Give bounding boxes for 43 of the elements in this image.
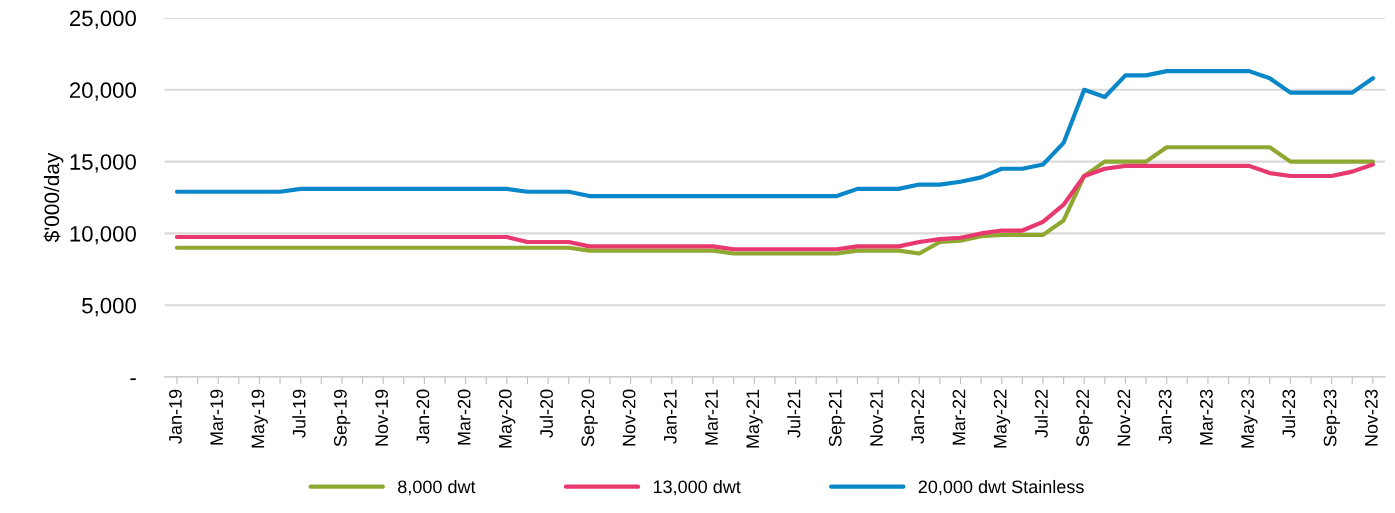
x-tick-label: Mar-19 xyxy=(210,389,224,445)
x-tick-label: May-20 xyxy=(498,389,516,448)
x-tick-label: May-22 xyxy=(993,389,1011,448)
x-tick-label: Sep-20 xyxy=(581,389,598,447)
x-tick-label: Jul-21 xyxy=(787,389,801,438)
x-tick-label: Jul-22 xyxy=(1034,389,1048,438)
x-tick-label: Jan-20 xyxy=(416,389,430,444)
x-tick-label: Sep-23 xyxy=(1323,389,1341,447)
line-series xyxy=(174,69,1375,199)
x-tick-label: Mar-22 xyxy=(952,389,966,445)
x-tick-label: Jul-23 xyxy=(1281,389,1296,438)
legend-label: 13,000 dwt xyxy=(653,479,741,496)
x-tick-label: Sep-19 xyxy=(333,389,351,447)
x-tick-label: May-21 xyxy=(746,389,763,448)
x-tick-label: Jul-20 xyxy=(539,389,553,438)
y-tick-label: - xyxy=(130,378,136,381)
x-tick-label: Nov-22 xyxy=(1117,389,1131,446)
y-tick-label: 25,000 xyxy=(69,10,136,29)
x-tick-label: Nov-19 xyxy=(375,389,389,446)
x-tick-label: May-23 xyxy=(1241,389,1258,448)
x-tick-label: Sep-22 xyxy=(1076,389,1093,447)
x-tick-label: Jan-22 xyxy=(911,389,925,444)
x-tick-label: May-19 xyxy=(251,389,268,448)
x-tick-label: Mar-21 xyxy=(705,389,718,445)
y-tick-label: 10,000 xyxy=(70,225,136,245)
y-tick-label: 5,000 xyxy=(82,297,136,317)
legend-label: 8,000 dwt xyxy=(398,479,476,496)
line-series xyxy=(174,162,1375,252)
x-tick-label: Nov-21 xyxy=(870,389,883,446)
line-series xyxy=(174,145,1375,256)
y-axis-title: $'000/day xyxy=(43,152,64,243)
x-tick-label: Jul-19 xyxy=(292,389,306,438)
x-tick-label: Nov-20 xyxy=(622,389,636,446)
x-tick-label: Jan-21 xyxy=(663,389,677,444)
x-tick-label: Mar-23 xyxy=(1199,389,1213,445)
legend-label: 20,000 dwt Stainless xyxy=(918,479,1084,496)
y-tick-label: 20,000 xyxy=(69,82,136,101)
x-tick-label: Jan-23 xyxy=(1158,389,1172,444)
x-tick-label: Jan-19 xyxy=(169,389,182,444)
x-tick-label: Sep-21 xyxy=(828,389,846,447)
x-tick-label: Mar-20 xyxy=(457,389,471,445)
y-tick-label: 15,000 xyxy=(70,154,136,173)
x-tick-label: Nov-23 xyxy=(1364,389,1378,446)
